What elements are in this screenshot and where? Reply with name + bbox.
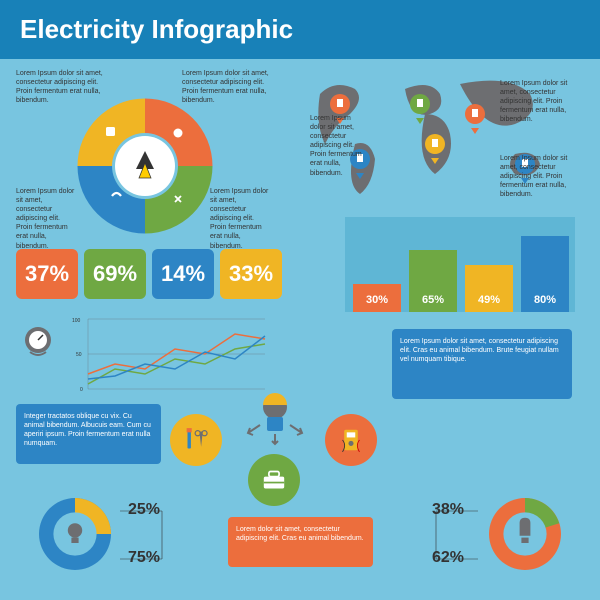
map-text-2: Lorem Ipsum dolor sit amet, consectetur …	[500, 79, 570, 124]
page-title: Electricity Infographic	[0, 0, 600, 59]
donut-left	[30, 489, 120, 579]
donut-callout-2	[430, 499, 480, 569]
toolbox-icon	[248, 454, 300, 506]
svg-text:100: 100	[72, 318, 81, 324]
svg-text:0: 0	[80, 387, 83, 393]
stat-box-1: 69%	[84, 249, 146, 299]
text-box-blue: Integer tractatos oblique cu vix. Cu ani…	[16, 404, 161, 464]
map-text-1: Lorem Ipsum dolor sit amet, consectetur …	[310, 114, 365, 178]
map-text-3: Lorem Ipsum dolor sit amet, consectetur …	[500, 154, 570, 199]
segmented-pie	[70, 91, 220, 241]
donut-right	[480, 489, 570, 579]
donut-callout	[118, 499, 168, 569]
map-pin	[465, 104, 485, 134]
text-box-orange: Lorem dolor sit amet, consectetur adipis…	[228, 517, 373, 567]
tools-icon	[170, 414, 222, 466]
text-box-blue-2: Lorem Ipsum dolor sit amet, consectetur …	[392, 329, 572, 399]
text-block-3: Lorem Ipsum dolor sit amet, consectetur …	[16, 187, 76, 251]
stat-box-0: 37%	[16, 249, 78, 299]
stat-box-3: 33%	[220, 249, 282, 299]
line-chart: 100 50 0	[70, 314, 270, 394]
svg-text:50: 50	[76, 352, 82, 358]
stat-box-2: 14%	[152, 249, 214, 299]
bar-chart: 30% 65% 49% 80%	[345, 217, 575, 312]
multimeter-icon	[325, 414, 377, 466]
meter-icon	[18, 322, 58, 362]
text-block-4: Lorem Ipsum dolor sit amet, consectetur …	[210, 187, 270, 251]
